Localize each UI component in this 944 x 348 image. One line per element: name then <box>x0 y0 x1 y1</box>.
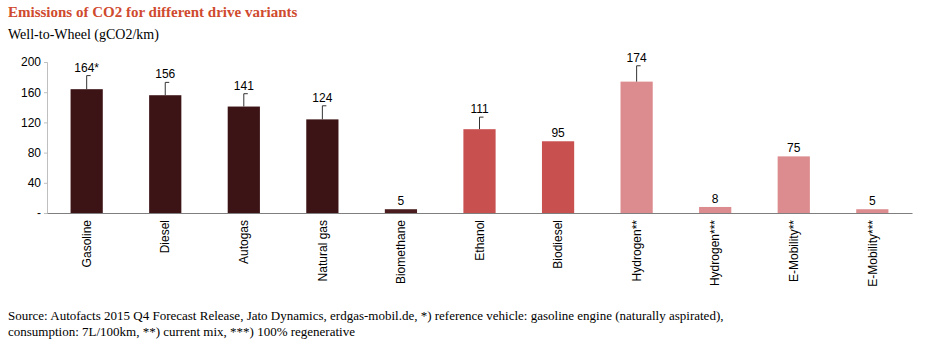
y-tick-mark <box>44 62 47 63</box>
title: Emissions of CO2 for different drive var… <box>8 4 298 20</box>
y-tick: - <box>37 206 47 220</box>
data-labels: 164* 156 141 124 5 111 95 174 8 75 5 <box>74 51 876 208</box>
data-label: 111 <box>470 102 489 116</box>
error-bar <box>480 117 484 129</box>
x-tick-label: E-Mobility*** <box>866 220 880 287</box>
error-bar <box>165 82 169 95</box>
y-tick-label: 40 <box>28 176 42 190</box>
x-tick: Hydrogen** <box>630 213 644 281</box>
bar <box>306 119 338 213</box>
x-tick: Autogas <box>237 213 251 264</box>
data-label: 156 <box>155 67 175 81</box>
error-bar-cap <box>637 65 641 66</box>
y-tick-label: 160 <box>21 86 41 100</box>
x-tick-label: Hydrogen*** <box>708 220 722 286</box>
error-bar-cap <box>87 75 91 76</box>
data-label: 5 <box>398 194 405 208</box>
x-tick-label: Ethanol <box>473 220 487 261</box>
y-tick-label: 200 <box>21 55 41 69</box>
y-tick: 40 <box>28 176 47 190</box>
annotation: consumption: 7L/100km, **) current mix, … <box>8 324 355 339</box>
data-label: 8 <box>712 192 719 206</box>
error-bar-cap <box>165 82 169 83</box>
y-tick-mark <box>44 122 47 123</box>
error-bar <box>87 76 91 90</box>
data-label: 5 <box>869 194 876 208</box>
x-tick-label: Gasoline <box>80 220 94 268</box>
annotation: Source: Autofacts 2015 Q4 Forecast Relea… <box>8 308 723 323</box>
bar <box>699 207 731 213</box>
error-bar <box>637 66 641 82</box>
error-bar <box>244 94 248 107</box>
x-tick: E-Mobility*** <box>866 213 880 287</box>
bar <box>71 89 103 213</box>
y-tick-label: 80 <box>28 146 42 160</box>
y-axis-line <box>44 63 48 214</box>
y-tick: 120 <box>21 116 47 130</box>
error-bar-stem <box>322 106 323 120</box>
y-tick-label: 120 <box>21 116 41 130</box>
x-tick: Hydrogen*** <box>708 213 722 286</box>
x-tick: E-Mobility** <box>787 213 801 282</box>
bar <box>856 209 888 213</box>
error-bar-stem <box>243 94 244 107</box>
bar <box>228 107 260 213</box>
data-label: 95 <box>551 126 565 140</box>
x-tick: Natural gas <box>316 213 330 281</box>
bar <box>621 82 653 213</box>
bar <box>463 129 495 213</box>
x-axis: Gasoline Diesel Autogas Natural gas Biometha… <box>48 213 913 287</box>
data-label: 141 <box>234 79 254 93</box>
x-tick: Diesel <box>158 213 172 253</box>
x-tick-label: Diesel <box>158 220 172 253</box>
x-axis-line <box>48 213 913 214</box>
y-tick-mark <box>44 153 47 154</box>
data-label: 174 <box>627 51 647 65</box>
error-bar-cap <box>322 105 326 106</box>
error-bar-stem <box>636 66 637 82</box>
error-bar-stem <box>165 82 166 95</box>
y-axis: - 40 80 120 160 200 <box>21 55 48 220</box>
error-bar <box>322 106 326 120</box>
x-tick: Biomethane <box>394 213 408 284</box>
x-tick: Ethanol <box>473 213 487 261</box>
chart: Emissions of CO2 for different drive var… <box>0 0 944 348</box>
error-bar-stem <box>479 117 480 129</box>
bar <box>542 141 574 213</box>
y-tick-label: - <box>37 206 41 220</box>
x-tick-label: Biomethane <box>394 220 408 284</box>
error-bar-cap <box>480 117 484 118</box>
error-bar-stem <box>86 76 87 90</box>
x-tick-label: Hydrogen** <box>630 220 644 282</box>
bar <box>385 209 417 213</box>
annotations: Source: Autofacts 2015 Q4 Forecast Relea… <box>8 308 723 339</box>
data-label: 75 <box>787 141 801 155</box>
y-tick-mark <box>44 213 47 214</box>
bar <box>778 156 810 213</box>
data-label: 164* <box>74 61 99 75</box>
x-tick-label: E-Mobility** <box>787 220 801 282</box>
x-tick-label: Autogas <box>237 220 251 264</box>
x-tick-label: Natural gas <box>316 220 330 281</box>
bars <box>71 66 889 213</box>
y-tick-mark <box>44 92 47 93</box>
y-tick-mark <box>44 183 47 184</box>
y-tick: 200 <box>21 55 47 69</box>
x-tick: Biodiesel <box>551 213 565 269</box>
y-tick: 80 <box>28 146 47 160</box>
x-tick: Gasoline <box>80 213 94 267</box>
y-tick: 160 <box>21 86 47 100</box>
x-tick-label: Biodiesel <box>551 220 565 269</box>
subtitle: Well-to-Wheel (gCO2/km) <box>8 27 159 43</box>
error-bar-cap <box>244 93 248 94</box>
bar <box>149 95 181 213</box>
data-label: 124 <box>312 91 332 105</box>
